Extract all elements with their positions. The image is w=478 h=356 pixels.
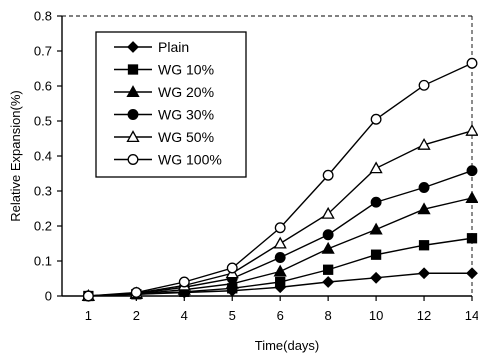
chart-axes: 00.10.20.30.40.50.60.70.81 2 4 5 6 8 10 12 14 xyxy=(34,9,478,324)
data-point xyxy=(418,182,430,193)
x-tick-label: 1 xyxy=(85,308,92,323)
data-point xyxy=(369,161,383,174)
y-tick-label: 0.4 xyxy=(34,149,52,164)
legend-item: WG 100% xyxy=(114,152,222,168)
legend-label: WG 10% xyxy=(158,62,214,78)
x-tick-label: 6 xyxy=(277,308,284,323)
legend-item: Plain xyxy=(114,39,189,55)
y-tick-label: 0.1 xyxy=(34,254,52,269)
legend-marker xyxy=(126,130,140,143)
data-point xyxy=(370,271,383,284)
data-point xyxy=(130,287,142,298)
data-point xyxy=(418,240,430,251)
x-tick-label: 10 xyxy=(369,308,383,323)
x-tick-label: 4 xyxy=(181,308,188,323)
x-tick-label: 14 xyxy=(465,308,478,323)
legend-label: WG 100% xyxy=(158,152,222,168)
data-point xyxy=(322,264,334,275)
y-tick-label: 0.5 xyxy=(34,114,52,129)
legend-box xyxy=(95,31,247,178)
data-point xyxy=(322,169,334,181)
data-point xyxy=(466,57,478,69)
y-tick-label: 0.6 xyxy=(34,79,52,94)
chart-legend: Plain WG 10% WG 20% WG 30% WG 50% WG 100% xyxy=(95,31,247,178)
data-point xyxy=(370,249,382,260)
x-tick-label: 2 xyxy=(133,308,140,323)
legend-marker xyxy=(126,85,140,98)
legend-label: WG 30% xyxy=(158,107,214,123)
data-point xyxy=(417,202,431,215)
y-tick-label: 0.8 xyxy=(34,9,52,24)
data-point xyxy=(417,137,431,150)
legend-marker xyxy=(127,64,139,75)
legend-item: WG 30% xyxy=(114,107,214,123)
x-axis-title: Time(days) xyxy=(255,338,320,353)
x-tick-label: 5 xyxy=(229,308,236,323)
legend-label: WG 20% xyxy=(158,84,214,100)
data-point xyxy=(273,236,287,249)
data-point xyxy=(466,267,478,280)
legend-item: WG 50% xyxy=(114,129,214,145)
chart-series xyxy=(81,57,478,302)
data-point xyxy=(370,113,382,125)
x-tick-label: 8 xyxy=(325,308,332,323)
legend-marker xyxy=(127,154,139,165)
y-tick-label: 0.3 xyxy=(34,184,52,199)
data-point xyxy=(178,276,190,288)
data-point xyxy=(466,233,478,244)
legend-label: Plain xyxy=(158,39,189,55)
data-point xyxy=(322,229,334,241)
data-point xyxy=(275,276,286,288)
data-point xyxy=(321,241,335,254)
data-point xyxy=(82,290,94,302)
data-point xyxy=(226,262,238,274)
series-5 xyxy=(82,57,478,302)
data-point xyxy=(369,222,383,235)
data-point xyxy=(466,165,478,177)
legend-marker xyxy=(127,109,139,120)
data-point xyxy=(274,252,286,263)
data-point xyxy=(370,196,382,208)
legend-item: WG 20% xyxy=(114,84,214,100)
y-axis-title: Relative Expansion(%) xyxy=(8,90,23,222)
data-point xyxy=(418,267,430,280)
x-tick-label: 12 xyxy=(417,308,431,323)
legend-label: WG 50% xyxy=(158,129,214,145)
data-point xyxy=(321,206,335,219)
data-point xyxy=(465,123,478,136)
legend-marker xyxy=(127,41,139,53)
data-point xyxy=(274,222,286,234)
data-point xyxy=(418,79,430,91)
data-point xyxy=(465,191,478,204)
y-tick-label: 0.2 xyxy=(34,219,52,234)
legend-item: WG 10% xyxy=(114,62,214,78)
data-point xyxy=(273,264,287,277)
y-tick-label: 0.7 xyxy=(34,44,52,59)
y-tick-label: 0 xyxy=(45,289,52,304)
data-point xyxy=(322,276,335,288)
